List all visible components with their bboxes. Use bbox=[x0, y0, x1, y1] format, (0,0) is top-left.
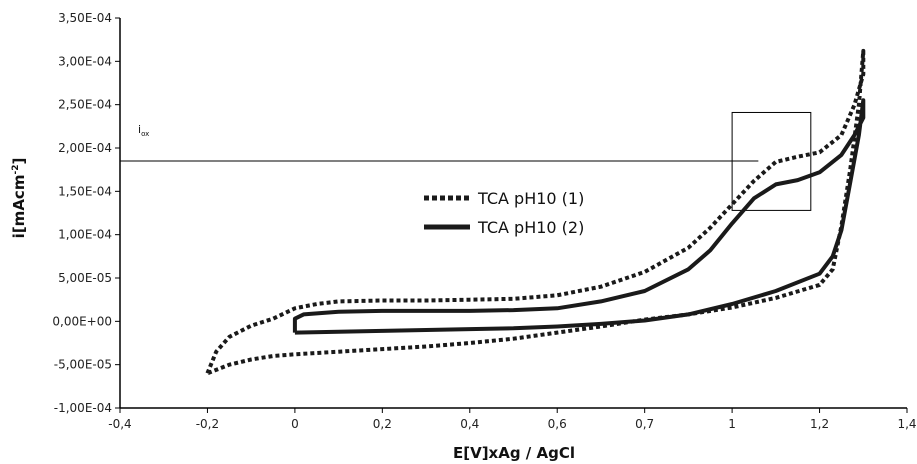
y-tick-label: 5,00E-05 bbox=[58, 271, 112, 285]
y-tick-label: 2,50E-04 bbox=[58, 98, 112, 112]
y-tick-label: 3,00E-04 bbox=[58, 54, 112, 68]
x-tick-label: 1,2 bbox=[810, 417, 829, 431]
y-tick-label: -1,00E-04 bbox=[54, 401, 112, 415]
series-line-1 bbox=[205, 48, 866, 376]
x-tick-label: 0,6 bbox=[548, 417, 567, 431]
x-tick-label: 0,4 bbox=[460, 417, 479, 431]
x-tick-label: 1,4 bbox=[897, 417, 916, 431]
series-line-2 bbox=[292, 98, 866, 335]
y-axis-title: i[mAcm-2] bbox=[10, 158, 28, 239]
x-tick-label: -0,2 bbox=[196, 417, 219, 431]
y-tick-label: 2,00E-04 bbox=[58, 141, 112, 155]
y-tick-label: 1,50E-04 bbox=[58, 184, 112, 198]
legend-label-series-1: TCA pH10 (1) bbox=[477, 189, 584, 208]
x-tick-label: -0,4 bbox=[108, 417, 131, 431]
axes bbox=[119, 18, 907, 409]
x-ticks: -0,4 -0,2 0 0,2 0,4 0,6 0,7 1 1,2 1,4 bbox=[108, 408, 917, 431]
y-tick-label: 1,00E-04 bbox=[58, 228, 112, 242]
y-tick-label: 0,00E+00 bbox=[52, 314, 112, 328]
iox-label: iox bbox=[138, 123, 149, 138]
y-tick-label: 3,50E-04 bbox=[58, 11, 112, 25]
x-tick-label: 0,7 bbox=[635, 417, 654, 431]
x-tick-label: 0 bbox=[291, 417, 299, 431]
oxidation-peak-box bbox=[731, 111, 812, 211]
x-axis-title: E[V]xAg / AgCl bbox=[453, 444, 575, 462]
y-ticks: -1,00E-04 -5,00E-05 0,00E+00 5,00E-05 1,00E-… bbox=[52, 11, 120, 415]
series-layer bbox=[205, 48, 866, 376]
legend: TCA pH10 (1) TCA pH10 (2) bbox=[424, 189, 584, 237]
y-tick-label: -5,00E-05 bbox=[54, 358, 112, 372]
x-tick-label: 1 bbox=[728, 417, 736, 431]
legend-label-series-2: TCA pH10 (2) bbox=[477, 218, 584, 237]
x-tick-label: 0,2 bbox=[373, 417, 392, 431]
annotation: iox bbox=[120, 111, 812, 211]
